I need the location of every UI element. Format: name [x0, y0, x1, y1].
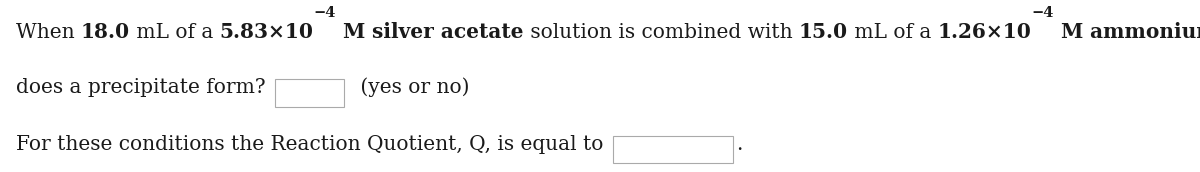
- Text: ammonium phosphate: ammonium phosphate: [1091, 22, 1200, 42]
- Text: does a precipitate form?: does a precipitate form?: [16, 78, 265, 97]
- Bar: [612, 136, 732, 163]
- Text: mL of a: mL of a: [848, 23, 937, 42]
- Text: −4: −4: [1032, 6, 1054, 20]
- Text: .: .: [736, 135, 743, 154]
- Text: −4: −4: [313, 6, 336, 20]
- Text: solution is combined with: solution is combined with: [523, 23, 799, 42]
- Text: 15.0: 15.0: [799, 22, 848, 42]
- Text: M: M: [336, 22, 372, 42]
- Text: 5.83×10: 5.83×10: [220, 22, 313, 42]
- Text: For these conditions the Reaction Quotient, Q, is equal to: For these conditions the Reaction Quotie…: [16, 135, 602, 154]
- Text: mL of a: mL of a: [130, 23, 220, 42]
- Text: silver acetate: silver acetate: [372, 22, 523, 42]
- Text: 1.26×10: 1.26×10: [937, 22, 1032, 42]
- Text: When: When: [16, 23, 80, 42]
- Text: M: M: [1054, 22, 1091, 42]
- Text: 18.0: 18.0: [80, 22, 130, 42]
- Text: (yes or no): (yes or no): [354, 77, 469, 97]
- Bar: [275, 79, 344, 107]
